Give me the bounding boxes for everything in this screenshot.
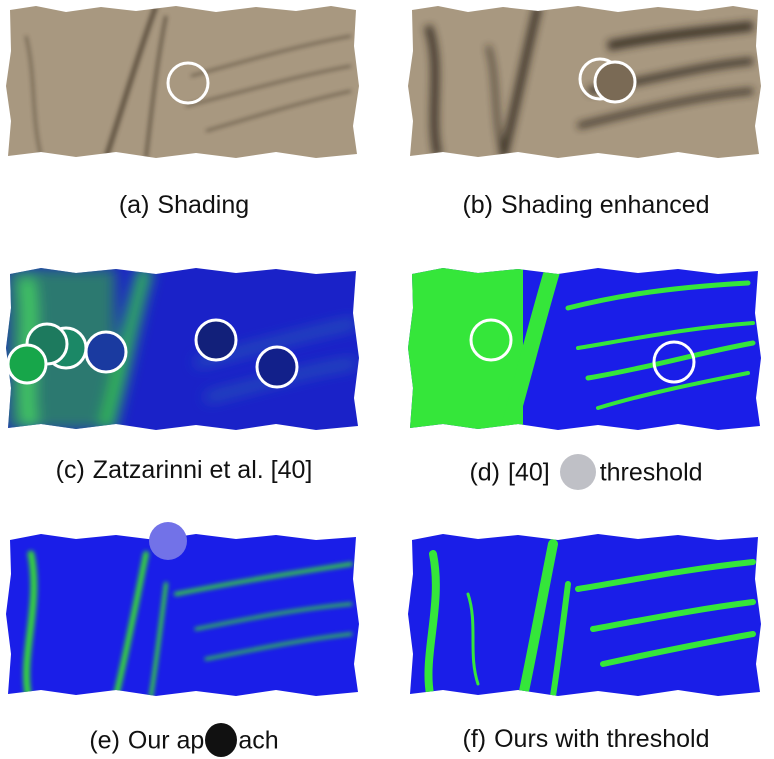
panel-a-caption-text: Shading (157, 191, 250, 219)
panel-c-label: (c) (55, 456, 85, 484)
panel-a-caption: (a) Shading (4, 191, 364, 220)
panel-e-caption-start: Our ap (127, 726, 205, 755)
panel-f-caption-text: Ours with threshold (494, 725, 710, 753)
panel-a-label: (a) (118, 191, 150, 219)
occlusion-dot-black (205, 723, 238, 757)
panel-a-image (6, 6, 360, 158)
panel-d-image (408, 268, 762, 430)
panel-e-label: (e) (89, 726, 120, 755)
panel-d-caption-start: [40] (508, 458, 550, 487)
panel-f-caption: (f) Ours with threshold (406, 725, 766, 754)
panel-c-caption: (c) Zatzarinni et al. [40] (4, 456, 364, 485)
occlusion-dot-blue (149, 522, 187, 560)
panel-d-label: (d) (469, 458, 500, 487)
panel-e-image (6, 534, 360, 696)
panel-b-label: (b) (462, 191, 494, 219)
panel-b-caption-text: Shading enhanced (501, 191, 710, 219)
panel-c-image (6, 268, 360, 430)
panel-e-caption-end: ach (238, 726, 279, 755)
panel-c-caption-text: Zatzarinni et al. [40] (92, 456, 313, 484)
panel-d-caption-end: threshold (599, 458, 703, 487)
panel-b-caption: (b) Shading enhanced (406, 191, 766, 220)
panel-f-image (408, 534, 762, 696)
panel-d-caption: (d) [40] threshold (406, 454, 766, 492)
panel-e-caption: (e) Our ap ach (4, 723, 364, 759)
panel-f-label: (f) (462, 725, 487, 753)
panel-b-image (408, 6, 762, 158)
occlusion-dot-gray (559, 454, 596, 490)
